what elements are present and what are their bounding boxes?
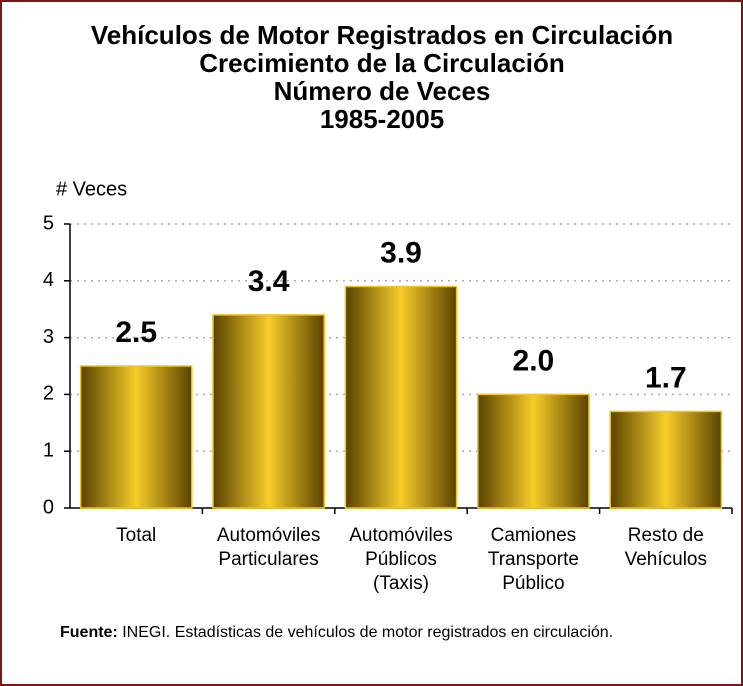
y-tick-label: 1: [43, 439, 54, 461]
x-tick-label: Transporte: [488, 549, 579, 570]
x-tick-label: (Taxis): [373, 573, 429, 594]
bar: [79, 365, 193, 509]
x-tick-label: Particulares: [218, 549, 318, 570]
bar: [609, 410, 723, 509]
x-tick-label: Automóviles: [349, 525, 453, 546]
chart-subtitle: 1985-2005: [320, 104, 444, 134]
bar: [477, 393, 590, 509]
x-tick-label: Público: [502, 573, 564, 594]
chart-subtitle: Número de Veces: [274, 76, 491, 106]
x-tick-label: Vehículos: [625, 549, 707, 570]
source-text: INEGI. Estadísticas de vehículos de moto…: [122, 624, 614, 641]
value-label: 3.9: [380, 236, 422, 269]
y-tick-label: 5: [43, 212, 54, 234]
x-tick-label: Camiones: [491, 525, 577, 546]
value-label: 1.7: [645, 361, 687, 394]
y-tick-label: 0: [43, 496, 54, 518]
y-tick-label: 2: [43, 383, 54, 405]
value-label: 3.4: [248, 265, 290, 298]
x-tick-label: Automóviles: [217, 525, 321, 546]
y-axis-label: # Veces: [56, 178, 127, 200]
x-tick-label: Total: [116, 525, 156, 546]
y-tick-label: 4: [43, 269, 54, 291]
chart: Vehículos de Motor Registrados en Circul…: [43, 20, 733, 594]
source-label: Fuente:: [60, 624, 118, 641]
source-note: Fuente: INEGI. Estadísticas de vehículos…: [60, 622, 710, 644]
bar: [344, 285, 458, 509]
y-tick-label: 3: [43, 326, 54, 348]
chart-subtitle: Crecimiento de la Circulación: [199, 48, 565, 78]
x-tick-label: Públicos: [365, 549, 437, 570]
value-label: 2.0: [513, 344, 555, 377]
x-tick-label: Resto de: [628, 525, 704, 546]
bar: [212, 314, 325, 509]
value-label: 2.5: [115, 316, 157, 349]
chart-title: Vehículos de Motor Registrados en Circul…: [91, 20, 673, 50]
